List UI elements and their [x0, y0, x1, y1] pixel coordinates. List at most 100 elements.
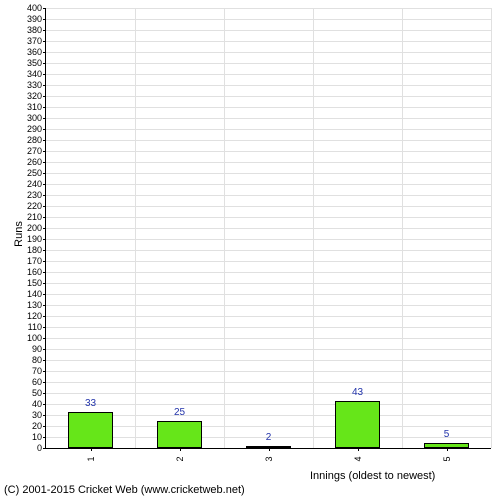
x-tick-label: 1 [86, 456, 96, 461]
bar-value-label: 33 [85, 398, 96, 409]
y-tick-label: 290 [27, 124, 42, 134]
y-tick-mark [43, 327, 46, 328]
y-tick-mark [43, 41, 46, 42]
y-tick-label: 160 [27, 267, 42, 277]
y-tick-mark [43, 74, 46, 75]
y-tick-label: 0 [37, 443, 42, 453]
gridline-horizontal [46, 206, 491, 207]
y-tick-mark [43, 184, 46, 185]
gridline-horizontal [46, 305, 491, 306]
gridline-horizontal [46, 316, 491, 317]
y-tick-mark [43, 151, 46, 152]
gridline-horizontal [46, 239, 491, 240]
y-tick-label: 300 [27, 113, 42, 123]
y-tick-mark [43, 19, 46, 20]
gridline-horizontal [46, 349, 491, 350]
y-tick-mark [43, 30, 46, 31]
y-tick-label: 340 [27, 69, 42, 79]
gridline-horizontal [46, 162, 491, 163]
gridline-horizontal [46, 74, 491, 75]
y-tick-label: 140 [27, 289, 42, 299]
y-tick-label: 90 [32, 344, 42, 354]
y-tick-mark [43, 283, 46, 284]
y-tick-label: 390 [27, 14, 42, 24]
y-tick-label: 50 [32, 388, 42, 398]
y-tick-label: 230 [27, 190, 42, 200]
y-tick-label: 400 [27, 3, 42, 13]
gridline-vertical [135, 8, 136, 448]
x-axis-label: Innings (oldest to newest) [310, 470, 435, 482]
y-tick-mark [43, 118, 46, 119]
y-tick-label: 130 [27, 300, 42, 310]
gridline-horizontal [46, 8, 491, 9]
gridline-horizontal [46, 19, 491, 20]
y-tick-mark [43, 382, 46, 383]
gridline-horizontal [46, 217, 491, 218]
y-tick-mark [43, 206, 46, 207]
y-tick-mark [43, 261, 46, 262]
y-tick-label: 210 [27, 212, 42, 222]
y-tick-label: 120 [27, 311, 42, 321]
bar-value-label: 25 [174, 407, 185, 418]
y-tick-mark [43, 140, 46, 141]
y-tick-label: 360 [27, 47, 42, 57]
y-tick-label: 270 [27, 146, 42, 156]
gridline-horizontal [46, 426, 491, 427]
y-tick-mark [43, 173, 46, 174]
y-tick-mark [43, 415, 46, 416]
copyright-footer: (C) 2001-2015 Cricket Web (www.cricketwe… [4, 484, 245, 496]
y-tick-label: 240 [27, 179, 42, 189]
gridline-horizontal [46, 85, 491, 86]
gridline-horizontal [46, 393, 491, 394]
y-tick-mark [43, 448, 46, 449]
y-tick-label: 20 [32, 421, 42, 431]
gridline-horizontal [46, 195, 491, 196]
y-tick-label: 70 [32, 366, 42, 376]
y-tick-label: 350 [27, 58, 42, 68]
gridline-vertical [313, 8, 314, 448]
y-tick-label: 310 [27, 102, 42, 112]
bar-value-label: 43 [352, 387, 363, 398]
y-tick-label: 110 [28, 322, 42, 332]
y-tick-label: 260 [27, 157, 42, 167]
gridline-horizontal [46, 338, 491, 339]
y-tick-mark [43, 129, 46, 130]
chart-container: 0102030405060708090100110120130140150160… [0, 0, 500, 500]
y-tick-label: 220 [27, 201, 42, 211]
gridline-horizontal [46, 129, 491, 130]
y-axis-label: Runs [13, 221, 25, 247]
x-tick-mark [91, 448, 92, 451]
y-tick-label: 180 [27, 245, 42, 255]
x-tick-mark [269, 448, 270, 451]
y-tick-label: 170 [27, 256, 42, 266]
x-tick-mark [358, 448, 359, 451]
y-tick-label: 330 [27, 80, 42, 90]
y-tick-label: 150 [27, 278, 42, 288]
y-tick-mark [43, 305, 46, 306]
gridline-horizontal [46, 382, 491, 383]
y-tick-label: 370 [27, 36, 42, 46]
gridline-horizontal [46, 96, 491, 97]
x-tick-label: 5 [442, 456, 452, 461]
x-tick-label: 3 [264, 456, 274, 461]
bar-value-label: 5 [444, 429, 450, 440]
plot-area: 0102030405060708090100110120130140150160… [45, 8, 491, 449]
y-tick-mark [43, 52, 46, 53]
y-tick-mark [43, 162, 46, 163]
y-tick-mark [43, 96, 46, 97]
gridline-horizontal [46, 272, 491, 273]
bar [335, 401, 380, 448]
y-tick-mark [43, 294, 46, 295]
y-tick-mark [43, 107, 46, 108]
y-tick-label: 190 [27, 234, 42, 244]
bar [157, 421, 202, 449]
y-tick-mark [43, 195, 46, 196]
y-tick-mark [43, 393, 46, 394]
y-tick-label: 200 [27, 223, 42, 233]
gridline-horizontal [46, 52, 491, 53]
y-tick-mark [43, 217, 46, 218]
y-tick-label: 60 [32, 377, 42, 387]
y-tick-label: 250 [27, 168, 42, 178]
y-tick-mark [43, 250, 46, 251]
y-tick-mark [43, 272, 46, 273]
